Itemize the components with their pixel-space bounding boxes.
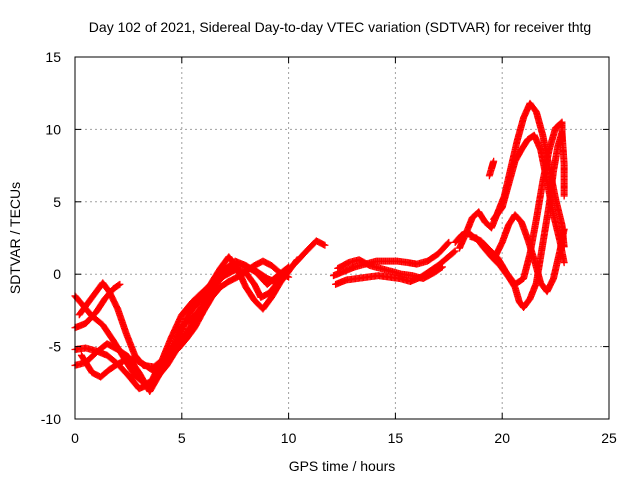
plus-marker (292, 257, 300, 265)
tick-labels: 0 5 10 15 20 25 -10 -5 0 5 10 15 (41, 49, 617, 446)
y-tick-label: 10 (45, 121, 61, 137)
y-axis-label: SDTVAR / TECUs (7, 182, 23, 294)
x-tick-label: 5 (178, 430, 186, 446)
plus-marker (560, 192, 568, 200)
plus-marker (445, 238, 453, 246)
x-axis-label: GPS time / hours (289, 458, 396, 474)
x-tick-label: 15 (388, 430, 404, 446)
series-track-15 (485, 157, 498, 180)
plus-marker (560, 259, 568, 267)
chart-title: Day 102 of 2021, Sidereal Day-to-day VTE… (89, 19, 591, 35)
axis-ticks (74, 56, 610, 420)
plus-marker (485, 172, 493, 180)
series-track-5 (75, 253, 293, 371)
plus-marker (116, 280, 124, 288)
series-track-14 (492, 211, 568, 296)
series-track-9 (334, 256, 446, 283)
scatter-points (71, 99, 568, 395)
plot-frame (74, 56, 610, 420)
plus-marker (437, 264, 445, 272)
plus-marker (444, 239, 452, 247)
plus-marker (115, 281, 123, 289)
plus-marker (285, 273, 293, 281)
y-tick-label: 15 (45, 49, 61, 65)
x-tick-label: 25 (601, 430, 617, 446)
x-tick-label: 0 (71, 430, 79, 446)
y-tick-label: 0 (53, 266, 61, 282)
x-tick-label: 20 (494, 430, 510, 446)
series-track-6 (77, 257, 293, 381)
plus-marker (293, 256, 301, 264)
y-tick-label: -10 (41, 411, 61, 427)
x-tick-label: 10 (281, 430, 297, 446)
series-track-12 (466, 128, 568, 312)
plus-marker (321, 241, 329, 249)
plus-marker (560, 225, 568, 233)
y-tick-label: 5 (53, 194, 61, 210)
plus-marker (451, 247, 459, 255)
plus-marker (438, 263, 446, 271)
plus-marker (450, 248, 458, 256)
series-track-8 (329, 238, 453, 280)
y-tick-label: -5 (49, 339, 62, 355)
